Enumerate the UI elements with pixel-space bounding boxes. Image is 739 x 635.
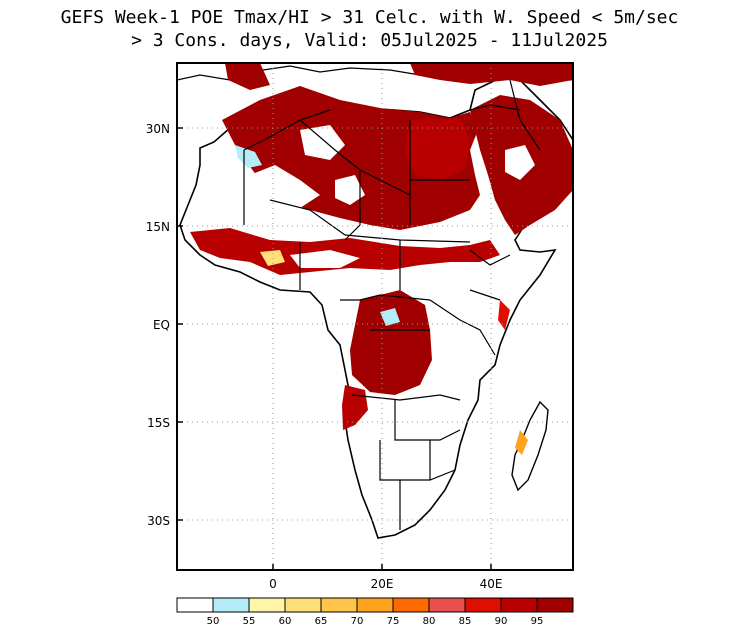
colorbar-label: 60 bbox=[279, 616, 292, 627]
colorbar-label: 85 bbox=[459, 616, 472, 627]
heat-sahara-gap bbox=[250, 165, 320, 208]
y-axis: 30N 15N EQ 15S 30S bbox=[146, 122, 183, 528]
colorbar-label: 55 bbox=[243, 616, 256, 627]
colorbar-swatch bbox=[500, 597, 538, 613]
colorbar: 50 55 60 65 70 75 80 85 90 95 bbox=[176, 597, 574, 627]
map-title-line2: > 3 Cons. days, Valid: 05Jul2025 - 11Jul… bbox=[131, 30, 608, 51]
heat-egypt bbox=[405, 118, 470, 180]
x-tick-20e: 20E bbox=[371, 577, 394, 591]
heat-sahara-gap2 bbox=[335, 175, 365, 205]
map-area bbox=[177, 63, 573, 570]
colorbar-swatch bbox=[428, 597, 466, 613]
colorbar-swatch bbox=[392, 597, 430, 613]
map-grid bbox=[177, 63, 573, 570]
colorbar-label: 65 bbox=[315, 616, 328, 627]
y-tick-15n: 15N bbox=[146, 220, 170, 234]
colorbar-label: 80 bbox=[423, 616, 436, 627]
colorbar-label: 90 bbox=[495, 616, 508, 627]
heat-fringe-congo bbox=[380, 308, 400, 326]
country-borders bbox=[243, 79, 541, 530]
y-tick-eq: EQ bbox=[153, 318, 170, 332]
x-axis: 0 20E 40E bbox=[269, 564, 502, 591]
heat-east-coast bbox=[498, 300, 510, 330]
colorbar-label: 75 bbox=[387, 616, 400, 627]
heat-madagascar bbox=[515, 430, 528, 455]
colorbar-swatch bbox=[248, 597, 286, 613]
colorbar-swatch bbox=[176, 597, 214, 613]
heat-congo bbox=[350, 290, 432, 395]
heat-mediterranean-north bbox=[225, 63, 270, 90]
x-tick-40e: 40E bbox=[480, 577, 503, 591]
x-tick-0: 0 bbox=[269, 577, 277, 591]
heat-fringe-nw bbox=[235, 145, 262, 168]
colorbar-label: 70 bbox=[351, 616, 364, 627]
map-title-line1: GEFS Week-1 POE Tmax/HI > 31 Celc. with … bbox=[60, 7, 679, 28]
heat-sahel-gap bbox=[290, 250, 360, 268]
heat-north-strip bbox=[410, 63, 573, 86]
map-frame bbox=[176, 62, 574, 571]
y-tick-30s: 30S bbox=[147, 514, 170, 528]
heat-libya-gap bbox=[300, 125, 345, 160]
colorbar-swatch bbox=[212, 597, 250, 613]
colorbar-swatch bbox=[464, 597, 502, 613]
colorbar-swatch bbox=[320, 597, 358, 613]
colorbar-swatch bbox=[536, 597, 574, 613]
madagascar bbox=[511, 400, 549, 492]
y-tick-30n: 30N bbox=[146, 122, 170, 136]
colorbar-swatch bbox=[356, 597, 394, 613]
y-tick-15s: 15S bbox=[147, 416, 170, 430]
heat-arabia-gap bbox=[505, 145, 535, 180]
colorbar-label: 95 bbox=[531, 616, 544, 627]
colorbar-label: 50 bbox=[207, 616, 220, 627]
colorbar-swatch bbox=[284, 597, 322, 613]
